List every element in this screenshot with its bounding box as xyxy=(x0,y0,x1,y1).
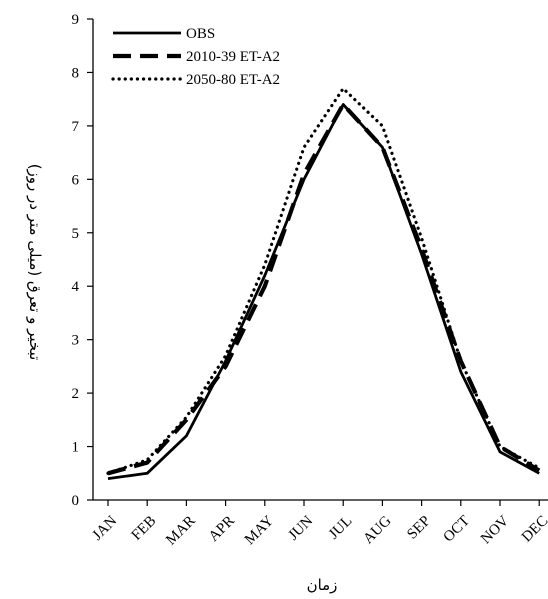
y-tick-label: 8 xyxy=(72,65,80,81)
y-tick-label: 7 xyxy=(72,119,80,135)
legend-label: 2050-80 ET-A2 xyxy=(186,72,280,88)
y-tick-label: 0 xyxy=(72,493,80,509)
y-tick-label: 1 xyxy=(72,440,80,456)
y-tick-label: 2 xyxy=(72,386,80,402)
x-tick-label: JUN xyxy=(285,513,316,544)
y-tick-label: 4 xyxy=(72,279,80,295)
series-line-2 xyxy=(106,86,541,475)
x-tick-label: FEB xyxy=(129,513,160,544)
x-tick-label: DEC xyxy=(519,513,548,546)
y-axis-ticks: 0 1 2 3 4 5 6 7 8 9 xyxy=(72,12,93,509)
y-tick-label: 6 xyxy=(72,172,80,188)
x-tick-label: MAR xyxy=(163,513,198,548)
x-tick-label: AUG xyxy=(360,513,394,547)
x-tick-label: SEP xyxy=(404,513,434,543)
x-tick-label: APR xyxy=(206,513,238,545)
legend-label: 2010-39 ET-A2 xyxy=(186,49,280,65)
x-tick-label: MAY xyxy=(242,513,277,548)
legend: OBS 2010-39 ET-A2 2050-80 ET-A2 xyxy=(111,26,280,88)
plot-area: 0 1 2 3 4 5 6 7 8 9 JAN FEB MAR APR MAY JUN JUL AUG SEP OC… xyxy=(72,12,548,548)
x-tick-label: OCT xyxy=(441,513,474,546)
x-tick-label: NOV xyxy=(478,513,512,547)
series-line-0 xyxy=(107,103,540,480)
y-tick-label: 3 xyxy=(72,333,80,349)
y-tick-label: 9 xyxy=(72,12,80,28)
x-axis-title: زمان xyxy=(307,576,338,594)
x-axis-ticks: JAN FEB MAR APR MAY JUN JUL AUG SEP OCT NOV DEC xyxy=(89,500,548,548)
y-tick-label: 5 xyxy=(72,226,80,242)
series-lines xyxy=(106,86,541,480)
x-tick-label: JAN xyxy=(89,513,120,544)
series-line-1 xyxy=(107,102,541,476)
y-axis-title: تبخیر و تعرق (میلی متر در روز) xyxy=(26,164,44,361)
x-tick-label: JUL xyxy=(326,513,356,543)
legend-label: OBS xyxy=(186,26,215,42)
